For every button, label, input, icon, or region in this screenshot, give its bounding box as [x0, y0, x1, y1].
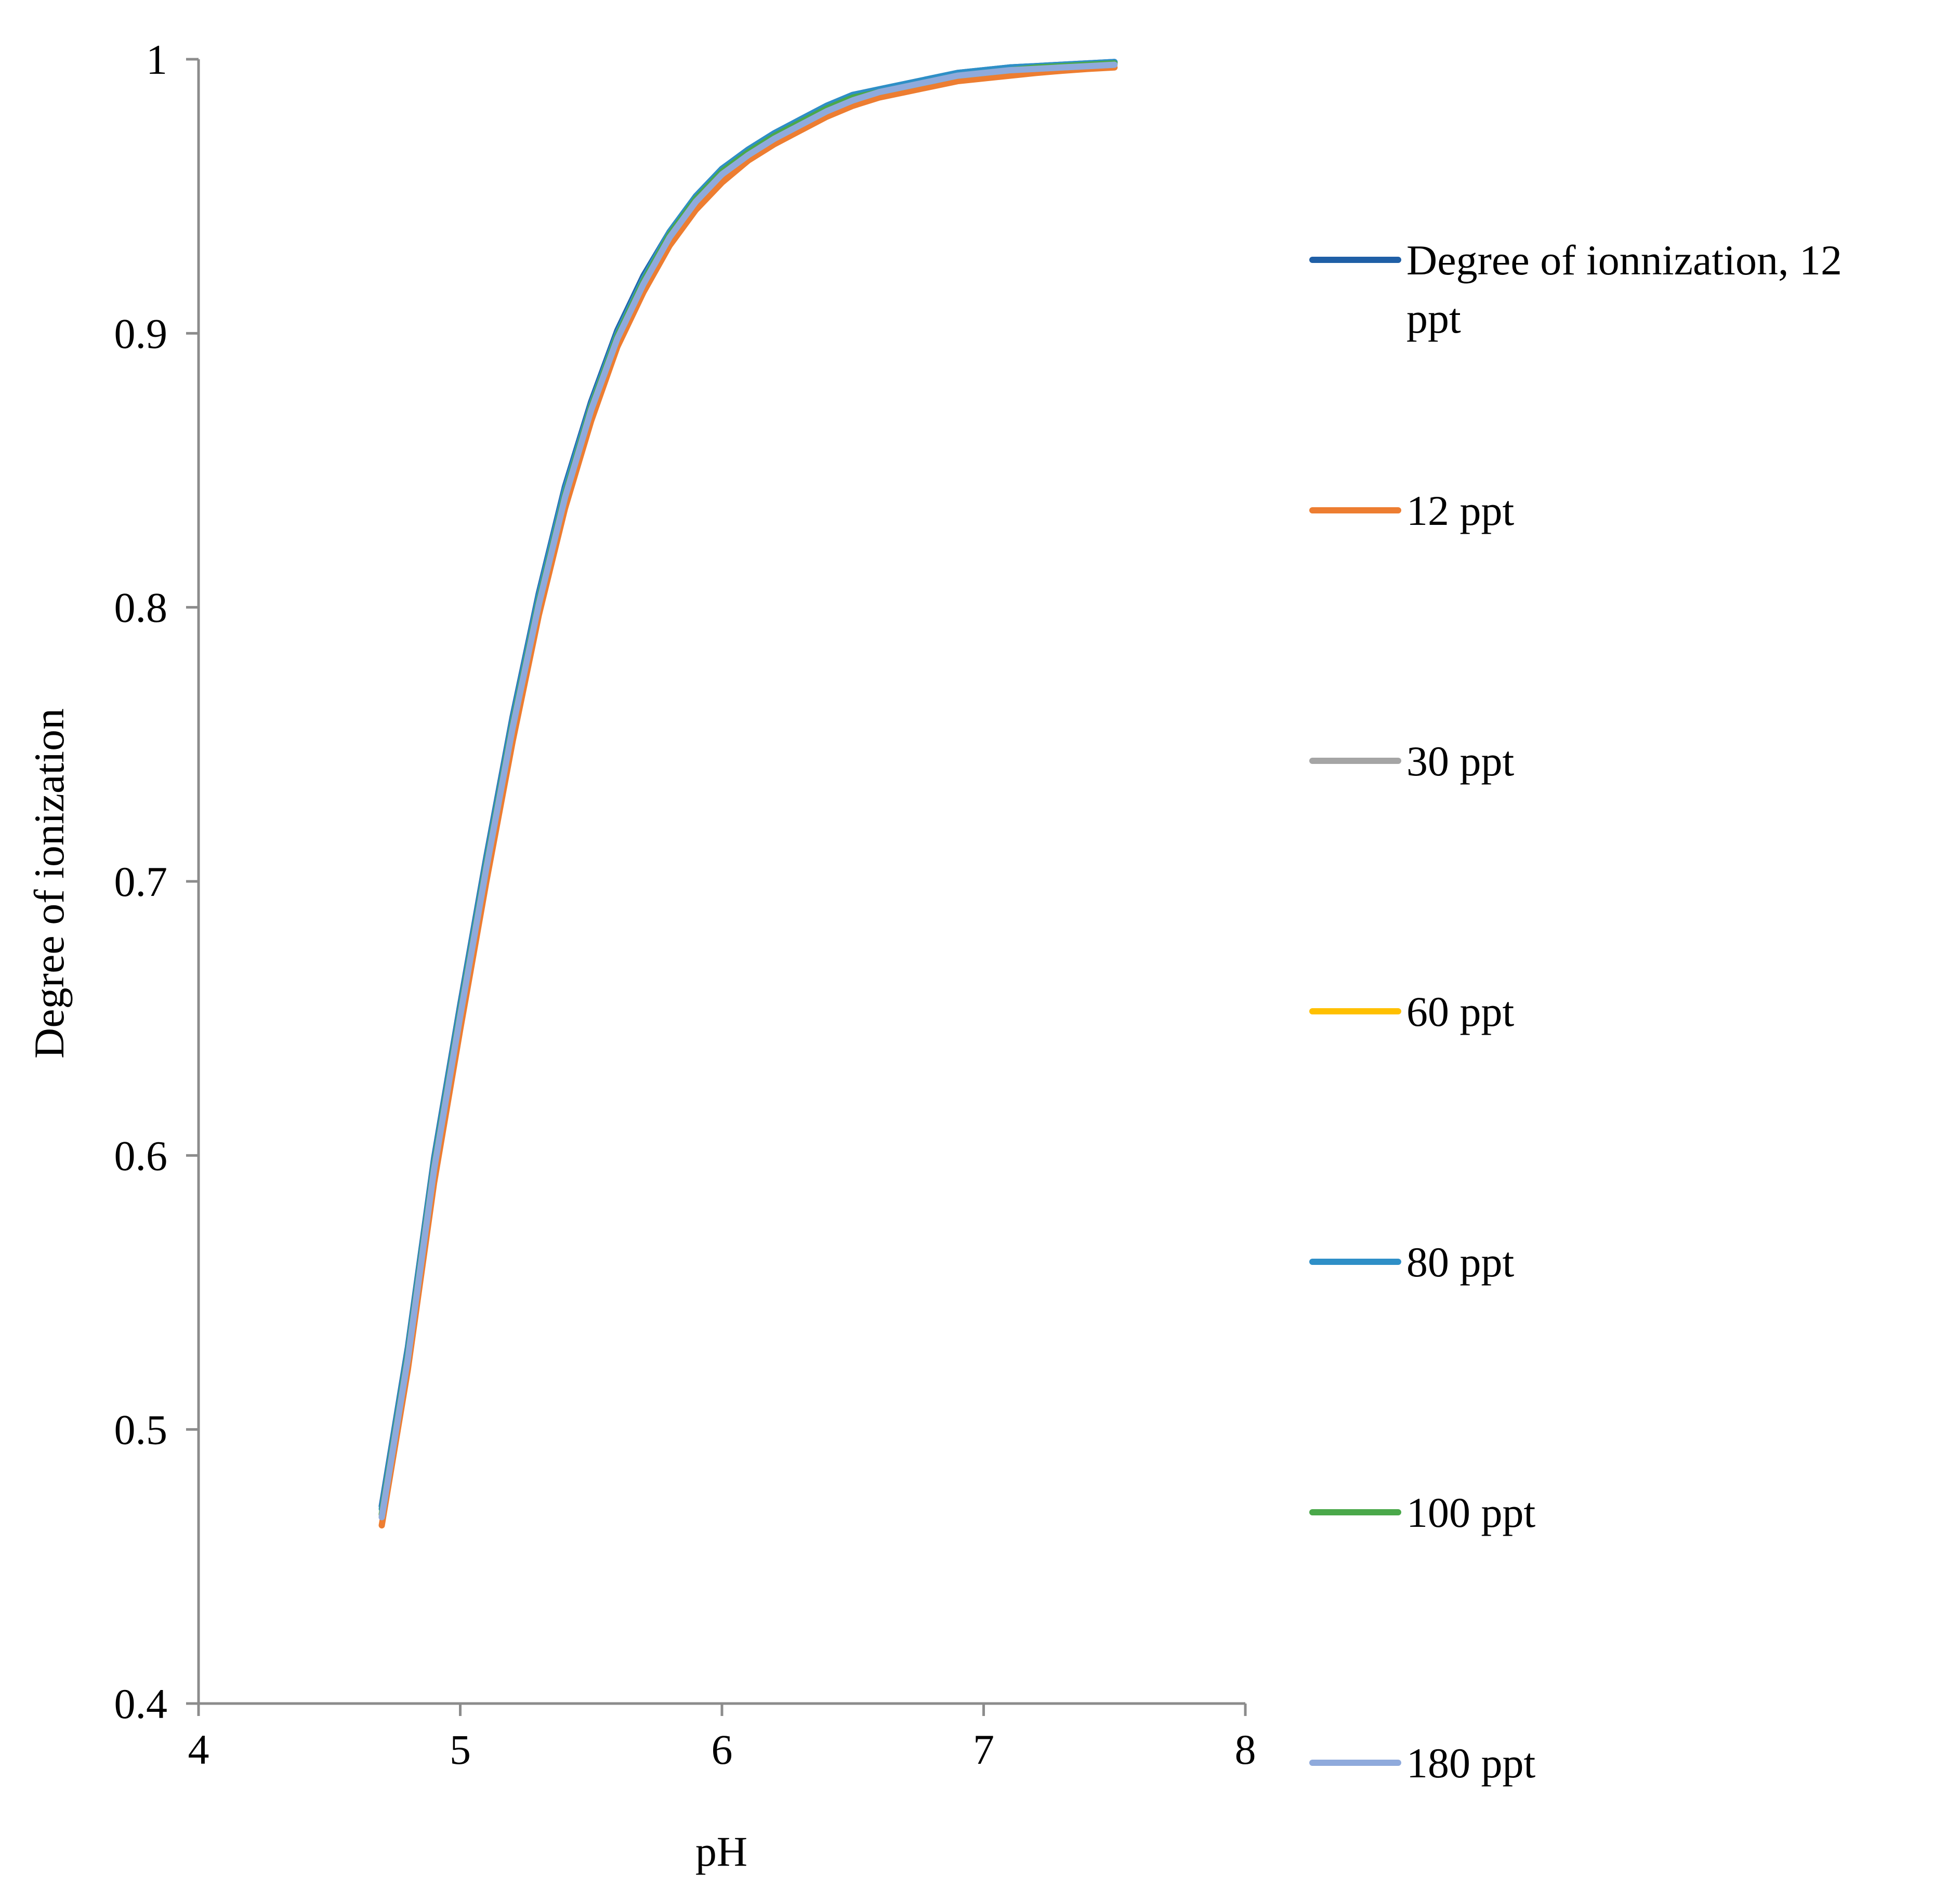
series-line-2: [378, 61, 1118, 1521]
legend-label: 180 ppt: [1406, 1739, 1536, 1787]
y-tick-label: 0.7: [114, 858, 168, 905]
legend-label: 100 ppt: [1406, 1489, 1536, 1536]
y-axis-title: Degree of ionization: [25, 708, 73, 1059]
x-tick-label: 4: [188, 1726, 209, 1773]
legend-item: 100 ppt: [1309, 1489, 1536, 1536]
series-line-6: [378, 61, 1118, 1521]
y-tick-label: 0.6: [114, 1132, 168, 1179]
x-tick-label: 6: [712, 1726, 733, 1773]
legend-label: 80 ppt: [1406, 1238, 1515, 1286]
legend-item: 180 ppt: [1309, 1739, 1536, 1787]
legend-item: 12 ppt: [1309, 487, 1515, 534]
legend-label: Degree of ionnization, 12: [1406, 236, 1842, 284]
series-line-5: [378, 60, 1118, 1518]
y-tick-label: 0.4: [114, 1680, 168, 1727]
x-axis-title: pH: [695, 1828, 747, 1875]
legend-item: Degree of ionnization, 12 ppt: [1309, 236, 1842, 342]
legend-label: 12 ppt: [1406, 487, 1515, 534]
legend-label: 60 ppt: [1406, 988, 1515, 1035]
series-line-1: [378, 64, 1118, 1529]
legend-label-continued: ppt: [1406, 295, 1461, 342]
series-line-0: [378, 59, 1118, 1510]
y-tick-label: 1: [146, 36, 167, 83]
y-tick-label: 0.9: [114, 310, 168, 357]
legend-item: 60 ppt: [1309, 988, 1515, 1035]
legend-item: 30 ppt: [1309, 737, 1515, 785]
series-line-4: [378, 59, 1118, 1512]
x-tick-label: 5: [450, 1726, 471, 1773]
series-lines: [378, 59, 1118, 1529]
legend-label: 30 ppt: [1406, 737, 1515, 785]
x-tick-label: 7: [973, 1726, 994, 1773]
legend: Degree of ionnization, 12 ppt 12 ppt 30 ppt…: [1309, 236, 1842, 1787]
axes: 0.4 0.5 0.6 0.7 0.8 0.9 1 4 5 6 7 8: [114, 36, 1256, 1773]
x-tick-label: 8: [1235, 1726, 1256, 1773]
legend-item: 80 ppt: [1309, 1238, 1515, 1286]
series-line-3: [378, 60, 1118, 1518]
y-tick-label: 0.8: [114, 584, 168, 631]
y-tick-label: 0.5: [114, 1406, 168, 1454]
